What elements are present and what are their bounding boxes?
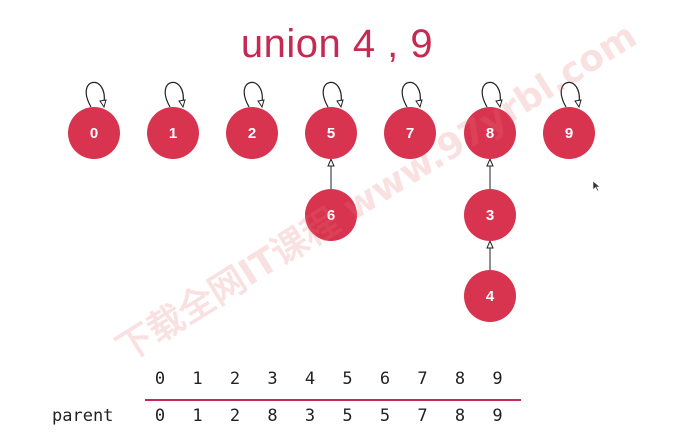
self-loop-5 xyxy=(322,81,342,108)
node-label-6: 6 xyxy=(327,207,335,224)
node-6: 6 xyxy=(305,189,357,241)
index-cell-7: 7 xyxy=(417,369,428,389)
index-cell-6: 6 xyxy=(379,369,391,389)
node-label-4: 4 xyxy=(486,288,495,305)
parent-cell-3: 8 xyxy=(267,406,278,426)
node-label-5: 5 xyxy=(327,125,335,142)
node-4: 4 xyxy=(464,270,516,322)
parent-cell-4: 3 xyxy=(304,406,316,426)
self-loop-arrowhead-0 xyxy=(99,99,107,109)
node-circle-9 xyxy=(543,107,595,159)
index-cell-0: 0 xyxy=(154,369,166,389)
page-title: union 4 , 9 xyxy=(240,22,434,66)
parent-cell-2: 2 xyxy=(229,406,241,426)
node-label-7: 7 xyxy=(406,125,414,142)
index-cell-1: 1 xyxy=(192,369,203,389)
self-loops xyxy=(85,81,582,109)
parent-cell-5: 5 xyxy=(342,406,353,426)
node-1: 1 xyxy=(147,107,199,159)
node-2: 2 xyxy=(226,107,278,159)
node-label-9: 9 xyxy=(565,125,573,142)
node-0: 0 xyxy=(68,107,120,159)
parent-cell-1: 1 xyxy=(192,406,203,426)
edge-arrowhead-4 xyxy=(486,239,494,249)
mouse-cursor-icon xyxy=(592,180,601,192)
node-label-0: 0 xyxy=(90,125,98,142)
self-loop-9 xyxy=(560,81,580,108)
parent-cell-9: 9 xyxy=(492,406,503,426)
self-loop-0 xyxy=(85,81,105,108)
node-circle-3 xyxy=(464,189,516,241)
self-loop-arrowhead-2 xyxy=(257,99,265,109)
self-loop-1 xyxy=(164,81,184,108)
node-7: 7 xyxy=(384,107,436,159)
parent-edges xyxy=(327,157,494,270)
node-9: 9 xyxy=(543,107,595,159)
self-loop-arrowhead-9 xyxy=(574,99,582,109)
node-circle-0 xyxy=(68,107,120,159)
node-circle-2 xyxy=(226,107,278,159)
parent-cell-0: 0 xyxy=(154,406,166,426)
nodes: 0 1 2 5 7 8 9 6 3 4 xyxy=(68,107,595,322)
parent-cell-6: 5 xyxy=(379,406,391,426)
index-cell-4: 4 xyxy=(304,369,316,389)
index-cell-3: 3 xyxy=(267,369,278,389)
index-cell-8: 8 xyxy=(454,369,466,389)
node-circle-7 xyxy=(384,107,436,159)
parent-cell-7: 7 xyxy=(417,406,428,426)
index-cell-5: 5 xyxy=(342,369,353,389)
self-loop-8 xyxy=(481,81,501,108)
node-3: 3 xyxy=(464,189,516,241)
node-label-2: 2 xyxy=(248,125,256,142)
self-loop-arrowhead-5 xyxy=(336,99,344,109)
edge-arrowhead-6 xyxy=(327,157,335,167)
index-cell-2: 2 xyxy=(229,369,241,389)
table-divider xyxy=(145,399,521,401)
node-label-1: 1 xyxy=(169,125,177,142)
node-circle-6 xyxy=(305,189,357,241)
node-circle-8 xyxy=(464,107,516,159)
self-loop-7 xyxy=(401,81,421,108)
node-label-3: 3 xyxy=(486,207,494,224)
node-label-8: 8 xyxy=(486,125,494,142)
self-loop-arrowhead-8 xyxy=(495,99,503,109)
parent-cell-8: 8 xyxy=(454,406,466,426)
self-loop-2 xyxy=(243,81,263,108)
node-8: 8 xyxy=(464,107,516,159)
self-loop-arrowhead-1 xyxy=(178,99,186,109)
edge-arrowhead-3 xyxy=(486,157,494,167)
node-5: 5 xyxy=(305,107,357,159)
node-circle-4 xyxy=(464,270,516,322)
self-loop-arrowhead-7 xyxy=(415,99,423,109)
parent-row-label: parent xyxy=(52,406,114,426)
node-circle-5 xyxy=(305,107,357,159)
index-cell-9: 9 xyxy=(492,369,503,389)
node-circle-1 xyxy=(147,107,199,159)
